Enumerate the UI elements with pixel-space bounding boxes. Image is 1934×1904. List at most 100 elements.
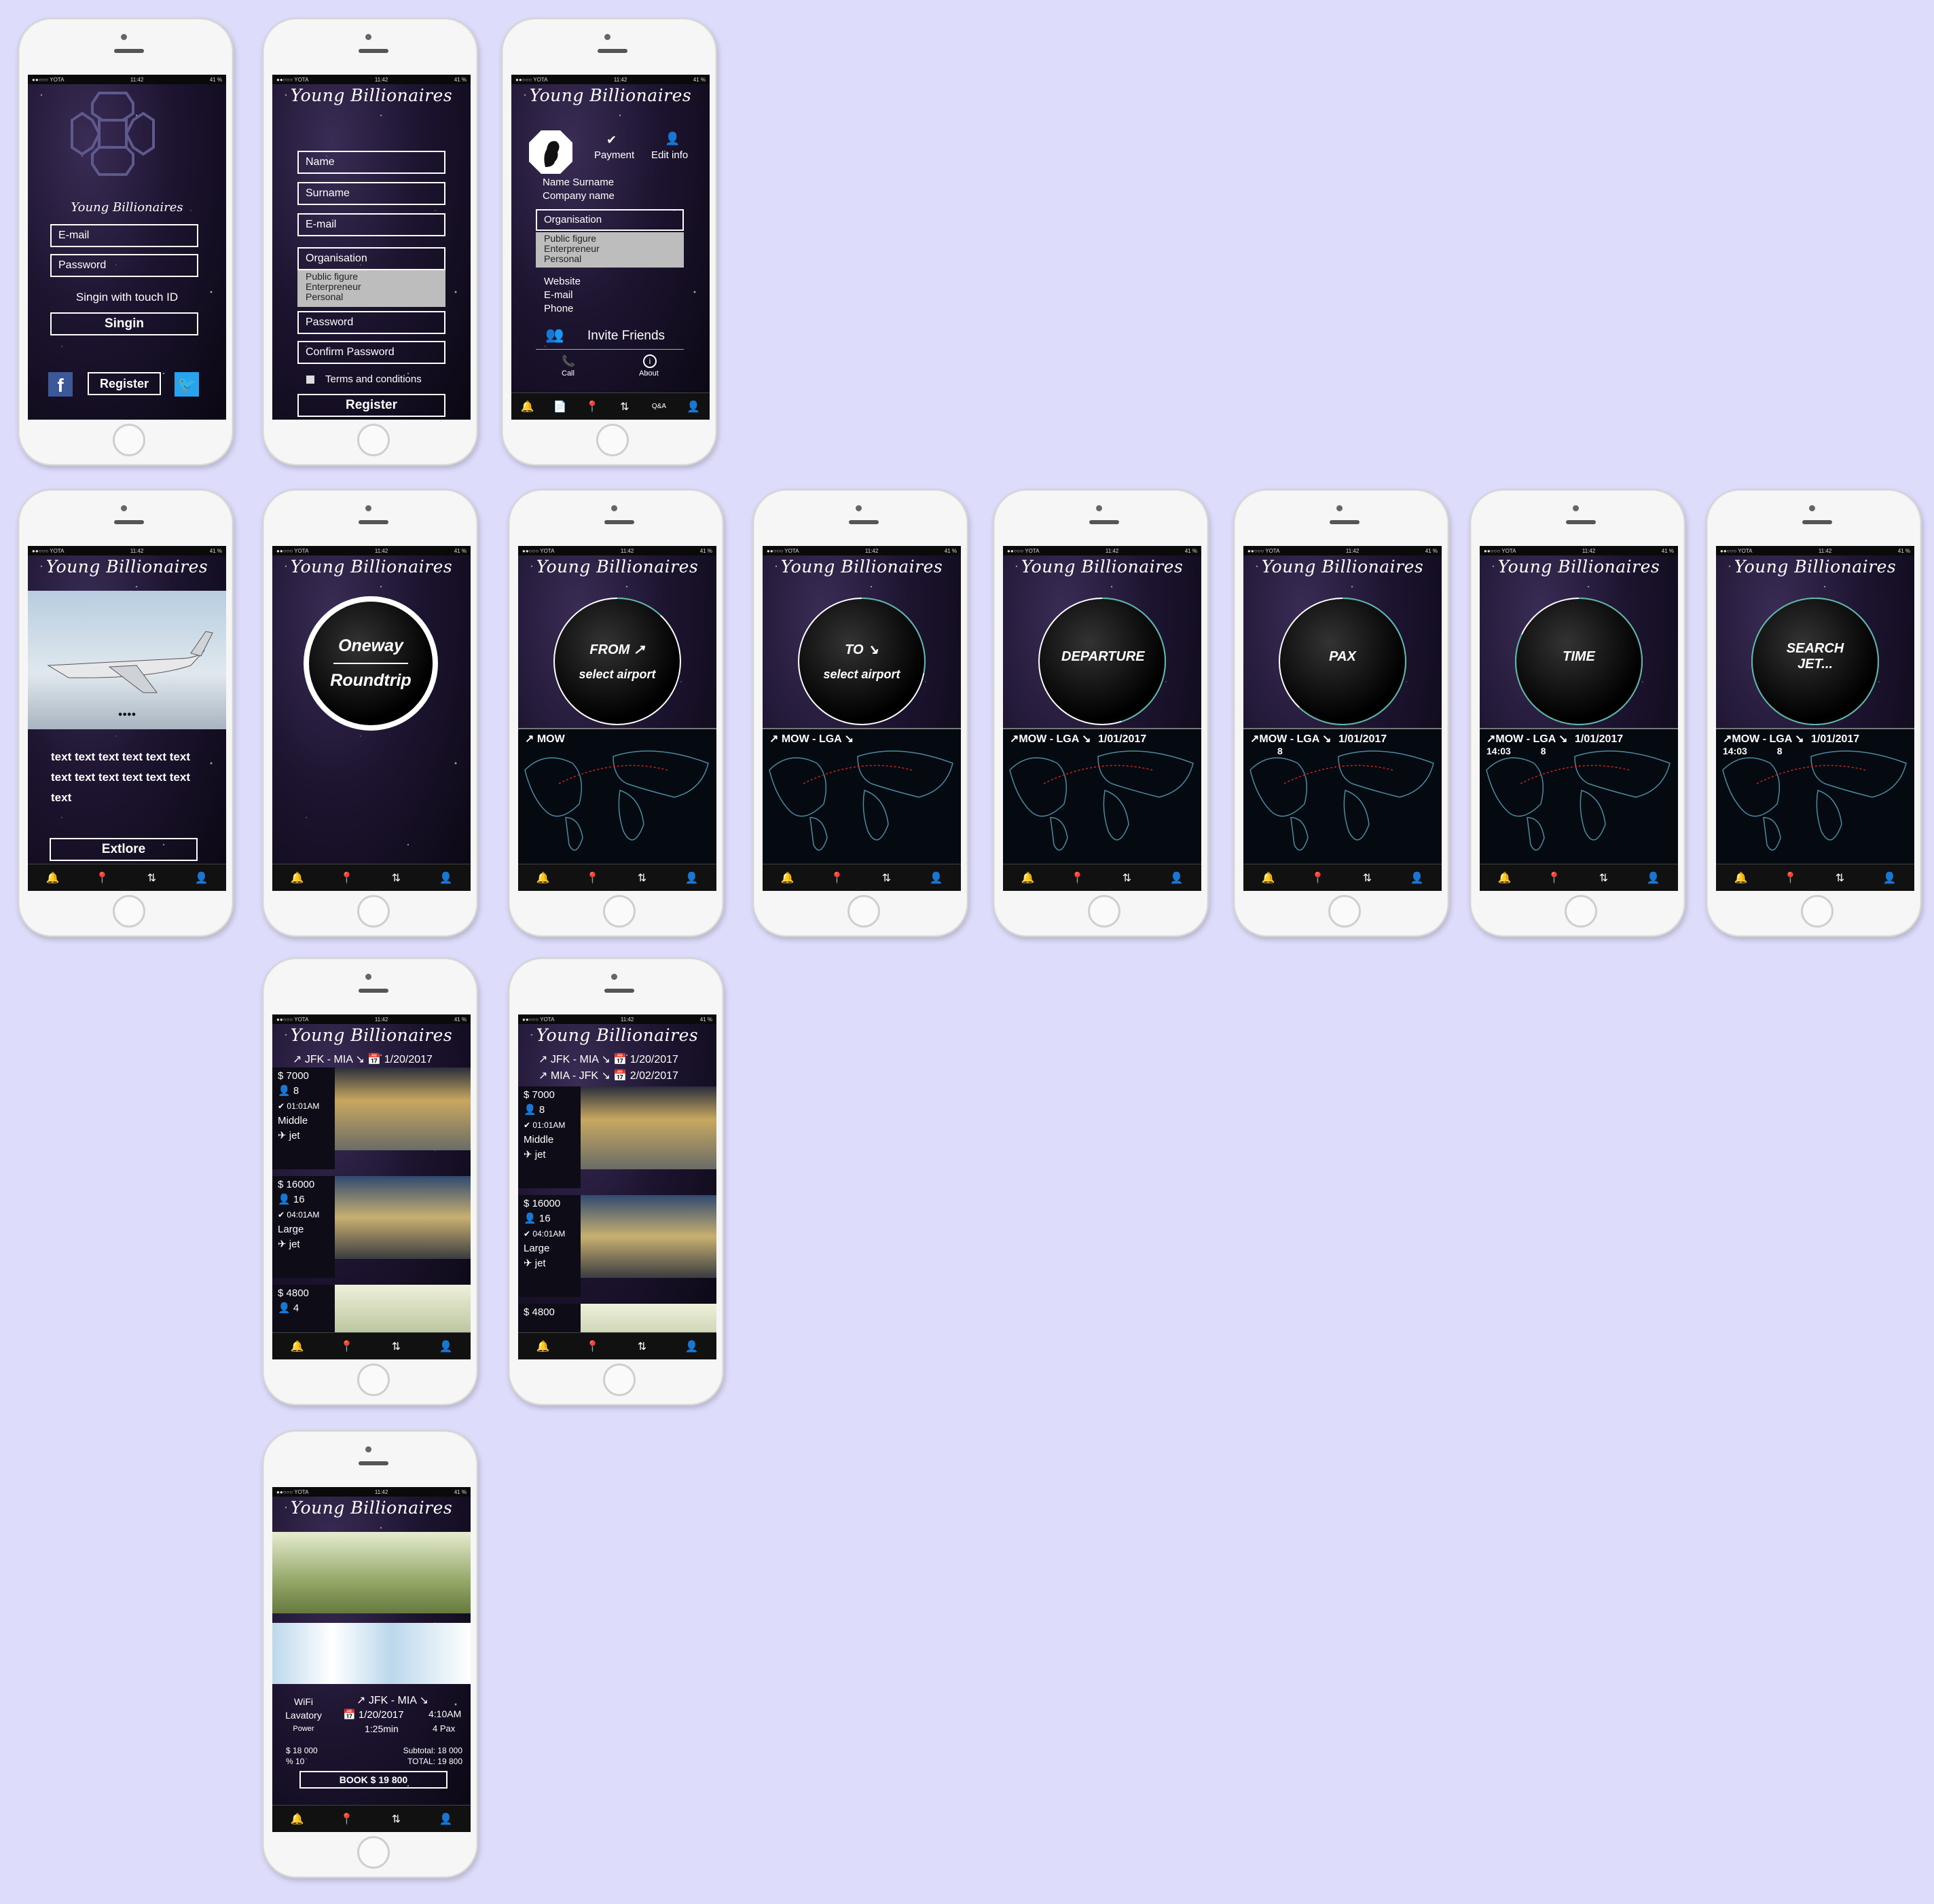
swap-icon[interactable]: ⇅ bbox=[1835, 872, 1845, 884]
website-field[interactable]: Website bbox=[544, 276, 581, 287]
roundtrip-option[interactable]: Roundtrip bbox=[330, 671, 412, 690]
user-icon[interactable]: 👤 bbox=[439, 1340, 453, 1353]
home-button[interactable] bbox=[357, 1363, 390, 1396]
email-input[interactable]: E-mail bbox=[297, 213, 445, 236]
qa-badge[interactable]: Q&A bbox=[651, 403, 667, 410]
explore-button[interactable]: Extlore bbox=[50, 838, 198, 861]
step-sublabel[interactable]: select airport bbox=[823, 667, 900, 681]
location-pin-icon[interactable]: 📍 bbox=[585, 401, 600, 413]
user-icon[interactable]: 👤 bbox=[687, 401, 701, 413]
step-sublabel[interactable]: select airport bbox=[579, 667, 656, 681]
surname-input[interactable]: Surname bbox=[297, 182, 445, 205]
bell-icon[interactable]: 🔔 bbox=[536, 872, 550, 884]
edit-info-link[interactable]: Edit info bbox=[651, 149, 689, 161]
bell-icon[interactable]: 🔔 bbox=[290, 1340, 304, 1353]
bell-icon[interactable]: 🔔 bbox=[520, 401, 534, 413]
home-button[interactable] bbox=[357, 424, 390, 456]
home-button[interactable] bbox=[1088, 895, 1120, 928]
location-pin-icon[interactable]: 📍 bbox=[585, 872, 600, 884]
org-option[interactable]: Public figure bbox=[306, 271, 359, 282]
edit-user-icon[interactable]: 👤 bbox=[665, 132, 680, 145]
home-button[interactable] bbox=[596, 424, 629, 456]
jet-card[interactable]: $ 7000 👤 8 ✔ 01:01AM Middle ✈ jet bbox=[518, 1086, 716, 1188]
document-icon[interactable]: 📄 bbox=[553, 401, 567, 413]
location-pin-icon[interactable]: 📍 bbox=[585, 1340, 600, 1353]
swap-icon[interactable]: ⇅ bbox=[391, 872, 401, 884]
bell-icon[interactable]: 🔔 bbox=[1261, 872, 1275, 884]
avatar[interactable] bbox=[528, 129, 574, 175]
bell-icon[interactable]: 🔔 bbox=[290, 1813, 304, 1825]
invite-friends-link[interactable]: Invite Friends bbox=[587, 329, 665, 343]
user-icon[interactable]: 👤 bbox=[929, 872, 943, 884]
swap-icon[interactable]: ⇅ bbox=[881, 872, 892, 884]
home-button[interactable] bbox=[357, 895, 390, 928]
signin-button[interactable]: Singin bbox=[50, 312, 198, 335]
about-label[interactable]: About bbox=[639, 369, 659, 378]
swap-icon[interactable]: ⇅ bbox=[147, 872, 157, 884]
home-button[interactable] bbox=[847, 895, 880, 928]
home-button[interactable] bbox=[603, 1363, 636, 1396]
home-button[interactable] bbox=[603, 895, 636, 928]
jet-card[interactable]: $ 7000 👤 8 ✔ 01:01AM Middle ✈ jet bbox=[272, 1067, 471, 1169]
swap-icon[interactable]: ⇅ bbox=[391, 1340, 401, 1353]
user-icon[interactable]: 👤 bbox=[194, 872, 208, 884]
home-button[interactable] bbox=[113, 895, 145, 928]
step-dial[interactable]: PAX bbox=[1280, 599, 1405, 724]
bell-icon[interactable]: 🔔 bbox=[536, 1340, 550, 1353]
email-input[interactable]: E-mail bbox=[50, 224, 198, 247]
swap-icon[interactable]: ⇅ bbox=[391, 1813, 401, 1825]
location-pin-icon[interactable]: 📍 bbox=[1783, 872, 1798, 884]
book-button[interactable]: BOOK $ 19 800 bbox=[299, 1771, 448, 1789]
location-pin-icon[interactable]: 📍 bbox=[340, 1813, 354, 1825]
bell-icon[interactable]: 🔔 bbox=[45, 872, 60, 884]
bell-icon[interactable]: 🔔 bbox=[1734, 872, 1748, 884]
step-dial[interactable]: TO ↘ select airport bbox=[799, 599, 924, 724]
oneway-option[interactable]: Oneway bbox=[338, 636, 403, 655]
location-pin-icon[interactable]: 📍 bbox=[1547, 872, 1561, 884]
organisation-options[interactable]: Public figure Enterpreneur Personal bbox=[297, 270, 445, 307]
terms-label[interactable]: Terms and conditions bbox=[325, 373, 422, 385]
confirm-password-input[interactable]: Confirm Password bbox=[297, 341, 445, 364]
swap-icon[interactable]: ⇅ bbox=[1122, 872, 1132, 884]
carousel-dots[interactable]: ●●●● bbox=[117, 710, 136, 718]
swap-icon[interactable]: ⇅ bbox=[1362, 872, 1372, 884]
user-icon[interactable]: 👤 bbox=[685, 1340, 699, 1353]
organisation-select[interactable]: Organisation bbox=[297, 247, 445, 270]
home-button[interactable] bbox=[113, 424, 145, 456]
bell-icon[interactable]: 🔔 bbox=[1021, 872, 1035, 884]
user-icon[interactable]: 👤 bbox=[1882, 872, 1897, 884]
bell-icon[interactable]: 🔔 bbox=[290, 872, 304, 884]
user-icon[interactable]: 👤 bbox=[1410, 872, 1424, 884]
info-icon[interactable]: i bbox=[643, 354, 657, 368]
step-dial[interactable]: DEPARTURE bbox=[1040, 599, 1165, 724]
call-icon[interactable]: 📞 bbox=[562, 356, 575, 367]
password-input[interactable]: Password bbox=[50, 254, 198, 277]
terms-checkbox[interactable] bbox=[306, 376, 314, 384]
org-option[interactable]: Personal bbox=[306, 291, 344, 302]
register-button[interactable]: Register bbox=[297, 394, 445, 417]
step-dial[interactable]: FROM ↗ select airport bbox=[555, 599, 680, 724]
org-option[interactable]: Enterpreneur bbox=[306, 281, 361, 292]
location-pin-icon[interactable]: 📍 bbox=[1311, 872, 1325, 884]
org-option[interactable]: Enterpreneur bbox=[544, 243, 600, 254]
organisation-options[interactable]: Public figure Enterpreneur Personal bbox=[536, 232, 684, 268]
home-button[interactable] bbox=[357, 1836, 390, 1869]
location-pin-icon[interactable]: 📍 bbox=[95, 872, 109, 884]
jet-card[interactable]: $ 16000 👤 16 ✔ 04:01AM Large ✈ jet bbox=[272, 1176, 471, 1278]
touch-id-link[interactable]: Singin with touch ID bbox=[75, 291, 179, 304]
location-pin-icon[interactable]: 📍 bbox=[340, 1340, 354, 1353]
org-option[interactable]: Personal bbox=[544, 253, 582, 264]
payment-link[interactable]: Payment bbox=[594, 149, 635, 161]
user-icon[interactable]: 👤 bbox=[439, 872, 453, 884]
location-pin-icon[interactable]: 📍 bbox=[1070, 872, 1084, 884]
facebook-icon[interactable]: f bbox=[48, 372, 73, 397]
password-input[interactable]: Password bbox=[297, 311, 445, 334]
swap-icon[interactable]: ⇅ bbox=[637, 1340, 647, 1353]
swap-icon[interactable]: ⇅ bbox=[1599, 872, 1609, 884]
twitter-icon[interactable]: 🐦 bbox=[175, 372, 199, 397]
user-icon[interactable]: 👤 bbox=[685, 872, 699, 884]
swap-icon[interactable]: ⇅ bbox=[637, 872, 647, 884]
org-option[interactable]: Public figure bbox=[544, 233, 597, 244]
user-icon[interactable]: 👤 bbox=[439, 1813, 453, 1825]
location-pin-icon[interactable]: 📍 bbox=[830, 872, 844, 884]
